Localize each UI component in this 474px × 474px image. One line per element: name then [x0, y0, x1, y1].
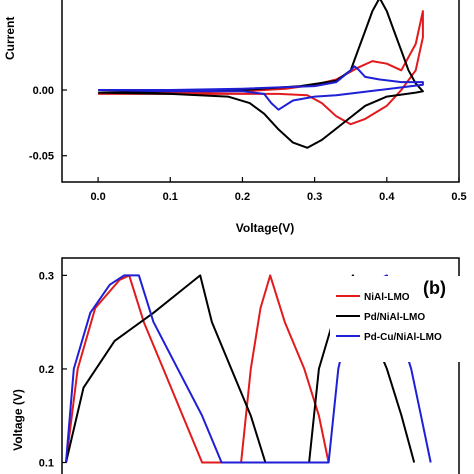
chart-a: Current Voltage(V) 0.0 0.1 0.2 0.3 0.4 0…: [3, 0, 467, 235]
chart-b-plot-frame: [61, 257, 460, 474]
chart-b-legend: NiAl-LMO Pd/NiAl-LMO Pd-Cu/NiAl-LMO (b): [330, 276, 470, 362]
chart-a-ytick: 0.00: [33, 85, 54, 97]
chart-a-series-line-1: [98, 0, 424, 149]
chart-a-ticks: [62, 89, 460, 182]
legend-label-pd-cu-niaI-lmo: Pd-Cu/NiAl-LMO: [364, 332, 442, 343]
chart-a-ylabel: Current: [3, 17, 17, 60]
chart-b-series-line-0: [65, 274, 330, 464]
chart-a-xtick: 0.0: [90, 191, 105, 203]
legend-background: [330, 276, 470, 362]
chart-b-ytick: 0.1: [39, 458, 54, 470]
chart-a-xtick: 0.2: [235, 191, 250, 203]
chart-a-series-line-0: [98, 10, 424, 126]
legend-label-pd-niaI-lmo: Pd/NiAl-LMO: [364, 312, 425, 323]
chart-b-ytick: 0.3: [39, 270, 54, 282]
chart-a-series-line-2: [98, 65, 424, 111]
chart-a-xtick: 0.3: [307, 191, 322, 203]
chart-a-xtick: 0.1: [163, 191, 178, 203]
chart-b-ylabel: Voltage (V): [11, 389, 25, 451]
panel-label-b: (b): [423, 278, 446, 298]
chart-a-ytick: -0.05: [29, 151, 54, 163]
chart-a-series: [98, 0, 424, 149]
chart-a-xtick: 0.4: [379, 191, 395, 203]
chart-b-ytick: 0.2: [39, 364, 54, 376]
legend-label-niaI-lmo: NiAl-LMO: [364, 292, 410, 303]
chart-a-xtick: 0.5: [451, 191, 466, 203]
chart-a-xlabel: Voltage(V): [236, 221, 294, 235]
chart-b: Voltage (V) 0.3 0.2 0.1 NiAl-LMO Pd/NiAl…: [11, 257, 470, 474]
